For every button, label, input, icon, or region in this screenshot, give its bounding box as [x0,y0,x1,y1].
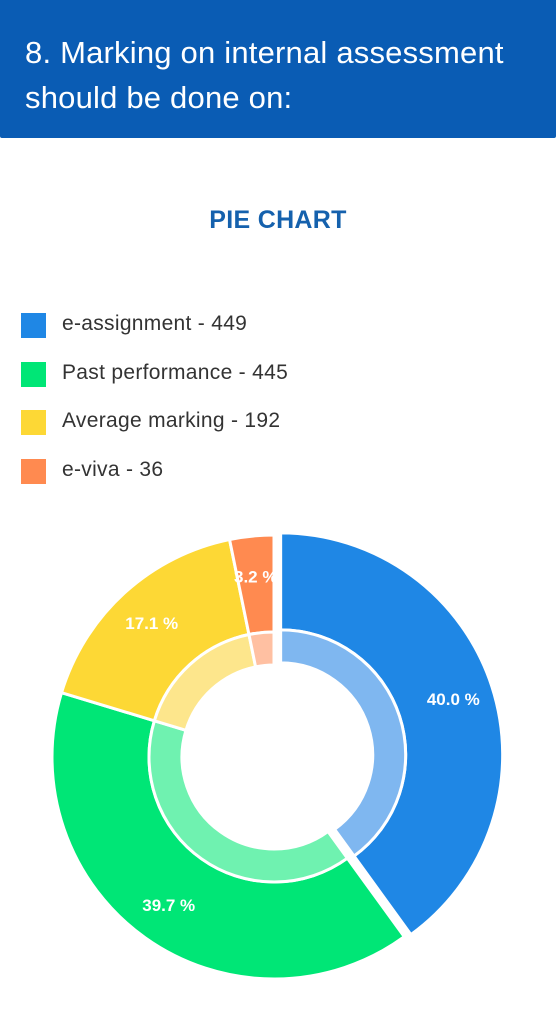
donut-chart: 40.0 % 39.7 % 17.1 % 3.2 % [50,531,505,981]
slice-past-performance[interactable] [50,690,407,981]
percent-label-e-assignment: 40.0 % [427,690,480,709]
chart-title: PIE CHART [209,206,347,234]
legend-label-past-performance: Past performance - 445 [62,360,289,384]
legend-swatch-e-viva [21,458,46,484]
slice-inner-e-assignment[interactable] [279,628,408,859]
slice-e-assignment[interactable] [279,531,505,937]
percent-label-e-viva: 3.2 % [234,567,277,586]
legend-swatch-past-performance [21,361,46,387]
legend-swatch-e-assignment [21,313,46,338]
slice-inner-past-performance[interactable] [147,718,350,884]
slice-inner-e-viva[interactable] [247,630,276,669]
question-title: 8. Marking on internal assessment should… [25,35,504,115]
slice-average-marking[interactable] [59,537,258,733]
legend-label-e-viva: e-viva - 36 [62,457,164,481]
legend-swatch-average-marking [21,410,46,435]
percent-label-past-performance: 39.7 % [142,896,195,915]
legend-label-e-assignment: e-assignment - 449 [62,312,248,335]
legend-label-average-marking: Average marking - 192 [62,409,281,432]
slice-e-viva[interactable] [227,533,276,669]
question-header: 8. Marking on internal assessment should… [0,0,556,138]
percent-label-average-marking: 17.1 % [125,614,178,633]
